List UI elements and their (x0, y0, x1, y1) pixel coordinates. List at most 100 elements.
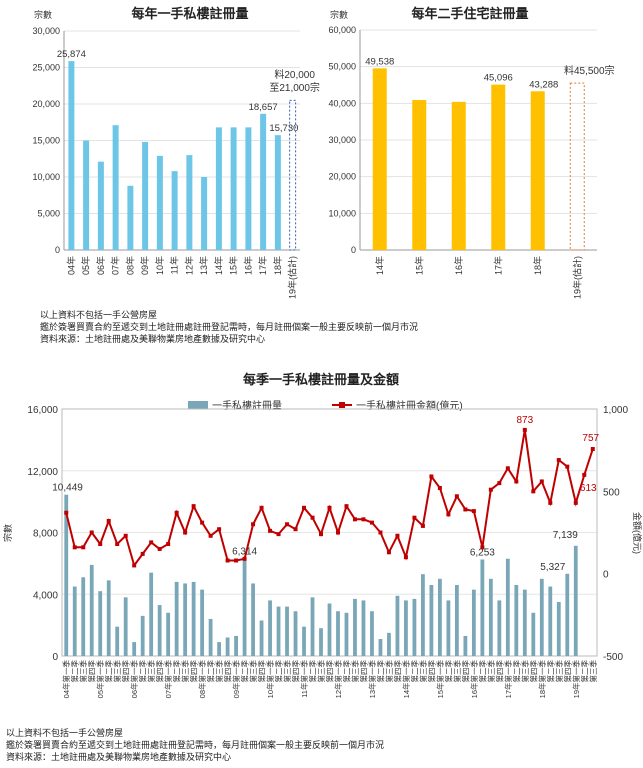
x-tick-label: 第四季 (426, 660, 436, 683)
bar (421, 574, 425, 656)
line-point (106, 518, 111, 523)
chart-title: 每年一手私樓註冊量 (131, 6, 248, 21)
line-point (89, 530, 94, 535)
x-tick-label: 第二季 (375, 660, 385, 683)
bar (234, 635, 238, 656)
x-tick-label: 18年 (272, 256, 283, 275)
x-tick-label: 14年 (374, 256, 385, 275)
line-point (259, 505, 264, 510)
bar (344, 612, 349, 656)
x-tick-label: 19年第一季 (571, 660, 581, 699)
x-tick-label: 第四季 (392, 660, 402, 683)
x-tick-label: 第三季 (418, 660, 428, 683)
bar-data-label: 6,314 (232, 547, 257, 558)
bar (539, 578, 544, 656)
x-tick-label: 10年第一季 (265, 660, 275, 699)
line-point (98, 542, 103, 547)
line-point (573, 500, 578, 505)
x-tick-label: 第二季 (172, 660, 182, 683)
line-point (480, 545, 485, 550)
line-point (386, 550, 391, 555)
y-tick-label: 15,000 (32, 136, 60, 146)
bar (200, 589, 205, 656)
bar (293, 611, 298, 656)
x-tick-label: 10年 (154, 256, 165, 275)
line-point (352, 517, 357, 522)
bar (242, 558, 247, 656)
line-point (191, 504, 196, 509)
bar (98, 591, 103, 656)
line-point (183, 530, 188, 535)
line-point (268, 528, 273, 533)
line-series (65, 429, 594, 568)
data-label: 15,730 (269, 123, 298, 134)
bar (429, 584, 434, 656)
chart-title: 每季一手私樓註冊量及金額 (243, 372, 399, 387)
x-tick-label: 第三季 (316, 660, 326, 683)
line-point (344, 504, 349, 509)
line-point (497, 481, 502, 486)
x-tick-label: 第二季 (274, 660, 284, 683)
y-tick-label-right: 0 (603, 570, 609, 581)
x-tick-label: 第二季 (409, 660, 419, 683)
line-point (115, 542, 120, 547)
x-tick-label: 12年 (183, 256, 194, 275)
line-point (208, 533, 213, 538)
x-tick-label: 第四季 (325, 660, 335, 683)
estimate-label: 料20,000 (274, 68, 315, 81)
bar (285, 606, 289, 656)
bar (522, 589, 527, 656)
x-tick-label: 第三季 (248, 660, 258, 683)
bar (274, 135, 281, 250)
y-tick-label-right: -500 (603, 652, 623, 663)
note-line: 以上資料不包括一手公營房屋 (40, 310, 158, 320)
x-tick-label: 09年 (139, 256, 150, 275)
line-point (369, 520, 374, 525)
line-point (285, 522, 290, 527)
bar (68, 61, 75, 251)
data-label: 43,288 (529, 79, 558, 90)
x-tick-label: 第四季 (155, 660, 165, 683)
y-axis-label-left: 宗數 (2, 524, 13, 542)
bar (361, 600, 366, 656)
x-tick-label: 16年 (242, 256, 253, 275)
y-tick-label-left: 12,000 (27, 467, 58, 478)
x-tick-label: 17年第一季 (503, 660, 513, 699)
estimate-bar (289, 99, 297, 251)
x-tick-label: 09年第一季 (231, 660, 241, 699)
x-tick-label: 11年 (169, 256, 180, 274)
bar (378, 639, 383, 656)
x-tick-label: 第三季 (520, 660, 530, 683)
line-point (378, 530, 383, 535)
bar (217, 642, 222, 656)
x-tick-label: 18年第一季 (537, 660, 547, 699)
x-tick-label: 第三季 (78, 660, 88, 683)
line-data-label: 873 (516, 415, 533, 426)
line-point (590, 447, 595, 452)
line-point (310, 515, 315, 520)
x-tick-label: 第二季 (477, 660, 487, 683)
bar (573, 545, 578, 656)
note-line: 鑑於簽署買賣合約至遞交到土地註冊處註冊登記需時，每月註冊個案一般主要反映前一個月… (6, 740, 385, 750)
x-tick-label: 12年第一季 (333, 660, 343, 699)
x-tick-label: 11年第一季 (299, 660, 309, 698)
legend-marker (339, 402, 345, 408)
bar (565, 573, 570, 656)
x-tick-label: 第四季 (121, 660, 131, 683)
bar (480, 559, 485, 656)
x-tick-label: 第四季 (528, 660, 538, 683)
chart-title: 每年二手住宅註冊量 (411, 6, 528, 21)
x-tick-label: 第二季 (206, 660, 216, 683)
line-point (556, 458, 561, 463)
line-point (217, 527, 222, 532)
line-point (548, 500, 553, 505)
estimate-bar (569, 82, 585, 251)
x-tick-label: 第二季 (70, 660, 80, 683)
bar (463, 635, 468, 656)
bar (132, 642, 137, 656)
line-point (132, 563, 137, 568)
x-tick-label: 08年 (124, 256, 135, 275)
bar (404, 600, 408, 656)
x-tick-label: 第四季 (562, 660, 572, 683)
